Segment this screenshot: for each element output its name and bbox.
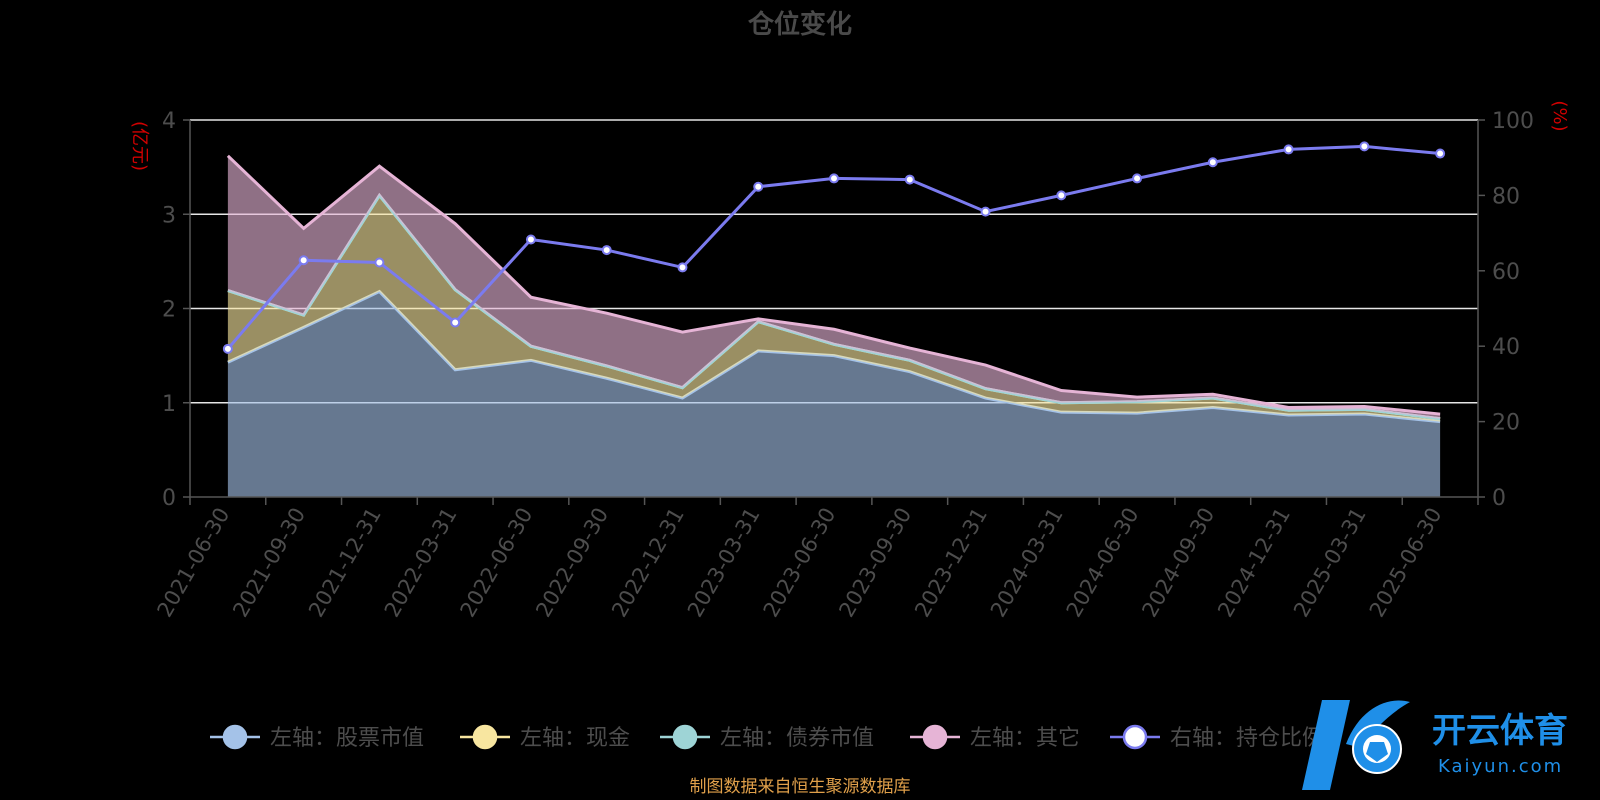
ratio-point-9[interactable] [904, 174, 915, 185]
ratio-point-11[interactable] [1056, 190, 1067, 201]
x-tick-label-0: 2021-06-30 [153, 504, 235, 622]
ratio-point-14[interactable] [1283, 144, 1294, 155]
area-series [226, 154, 1441, 497]
x-tick-label-1: 2021-09-30 [228, 504, 310, 622]
logo-k-emblem [1302, 700, 1410, 790]
x-tick-label-8: 2023-06-30 [759, 504, 841, 622]
ratio-point-13[interactable] [1207, 157, 1218, 168]
x-tick-label-11: 2024-03-31 [986, 504, 1068, 622]
x-tick-label-5: 2022-09-30 [531, 504, 613, 622]
legend-item-2[interactable]: 左轴：债券市值 [660, 724, 874, 751]
chart-title: 仓位变化 [747, 9, 852, 40]
right-axis-unit: (%) [1549, 100, 1570, 131]
left-tick-label-0: 0 [162, 486, 176, 511]
left-axis-ticks: 0 1 2 3 4 [162, 109, 190, 511]
x-tick-label-9: 2023-09-30 [834, 504, 916, 622]
area-1 [227, 195, 1441, 422]
watermark-logo: 开云体育 Kaiyun.com [1302, 700, 1568, 790]
left-tick-label-4: 4 [162, 109, 176, 134]
right-tick-label-3: 60 [1492, 260, 1520, 285]
x-tick-label-13: 2024-09-30 [1137, 504, 1219, 622]
area-3 [227, 155, 1441, 419]
right-tick-label-2: 40 [1492, 335, 1520, 360]
ratio-point-15[interactable] [1359, 141, 1370, 152]
legend-label-1: 左轴：现金 [520, 726, 630, 751]
right-tick-label-0: 0 [1492, 486, 1506, 511]
legend[interactable]: 左轴：股票市值 左轴：现金 左轴：债券市值 左轴：其它 右轴：持仓比例 [210, 724, 1324, 751]
ratio-point-16[interactable] [1435, 148, 1446, 159]
legend-label-4: 右轴：持仓比例 [1170, 726, 1324, 751]
x-tick-label-15: 2025-03-31 [1289, 504, 1371, 622]
legend-label-3: 左轴：其它 [970, 726, 1080, 751]
ratio-point-5[interactable] [601, 245, 612, 256]
right-axis-ticks: 0 20 40 60 80 100 [1478, 109, 1534, 511]
legend-swatch-marker-4 [1122, 724, 1148, 750]
x-tick-label-3: 2022-03-31 [380, 504, 462, 622]
legend-swatch-marker-1 [472, 724, 498, 750]
ratio-point-3[interactable] [450, 317, 461, 328]
legend-item-3[interactable]: 左轴：其它 [910, 724, 1080, 751]
ratio-point-2[interactable] [374, 257, 385, 268]
legend-label-0: 左轴：股票市值 [270, 726, 424, 751]
ratio-point-0[interactable] [222, 343, 233, 354]
legend-item-0[interactable]: 左轴：股票市值 [210, 724, 424, 751]
legend-swatch-marker-0 [222, 724, 248, 750]
left-tick-label-3: 3 [162, 203, 176, 228]
legend-swatch-marker-3 [922, 724, 948, 750]
area-edge-3 [226, 154, 1441, 416]
data-source-note: 制图数据来自恒生聚源数据库 [690, 777, 911, 797]
ratio-point-4[interactable] [525, 234, 536, 245]
legend-label-2: 左轴：债券市值 [720, 726, 874, 751]
watermark-brand: 开云体育 [1432, 711, 1568, 751]
x-tick-label-10: 2023-12-31 [910, 504, 992, 622]
ratio-point-8[interactable] [829, 173, 839, 184]
left-tick-label-1: 1 [162, 392, 176, 417]
right-tick-label-5: 100 [1492, 109, 1534, 134]
position-ratio-line [222, 141, 1446, 354]
legend-item-1[interactable]: 左轴：现金 [460, 724, 630, 751]
x-tick-label-7: 2023-03-31 [683, 504, 765, 622]
area-0 [227, 291, 1441, 497]
legend-item-4[interactable]: 右轴：持仓比例 [1110, 724, 1324, 751]
left-tick-label-2: 2 [162, 298, 176, 323]
x-tick-label-4: 2022-06-30 [456, 504, 538, 622]
ratio-point-10[interactable] [980, 206, 991, 217]
legend-swatch-marker-2 [672, 724, 698, 750]
x-tick-label-2: 2021-12-31 [304, 504, 386, 622]
x-tick-label-12: 2024-06-30 [1062, 504, 1144, 622]
ratio-point-12[interactable] [1132, 173, 1143, 184]
ratio-point-6[interactable] [677, 262, 688, 273]
x-tick-label-6: 2022-12-31 [607, 504, 689, 622]
right-tick-label-4: 80 [1492, 184, 1520, 209]
ratio-point-7[interactable] [753, 181, 764, 192]
ratio-point-1[interactable] [298, 255, 309, 266]
left-axis-unit: (亿元) [129, 121, 150, 171]
x-tick-label-14: 2024-12-31 [1213, 504, 1295, 622]
right-tick-label-1: 20 [1492, 411, 1520, 436]
x-tick-label-16: 2025-06-30 [1365, 504, 1447, 622]
x-axis-ticks: 2021-06-302021-09-302021-12-312022-03-31… [153, 497, 1479, 622]
watermark-domain: Kaiyun.com [1438, 756, 1563, 777]
